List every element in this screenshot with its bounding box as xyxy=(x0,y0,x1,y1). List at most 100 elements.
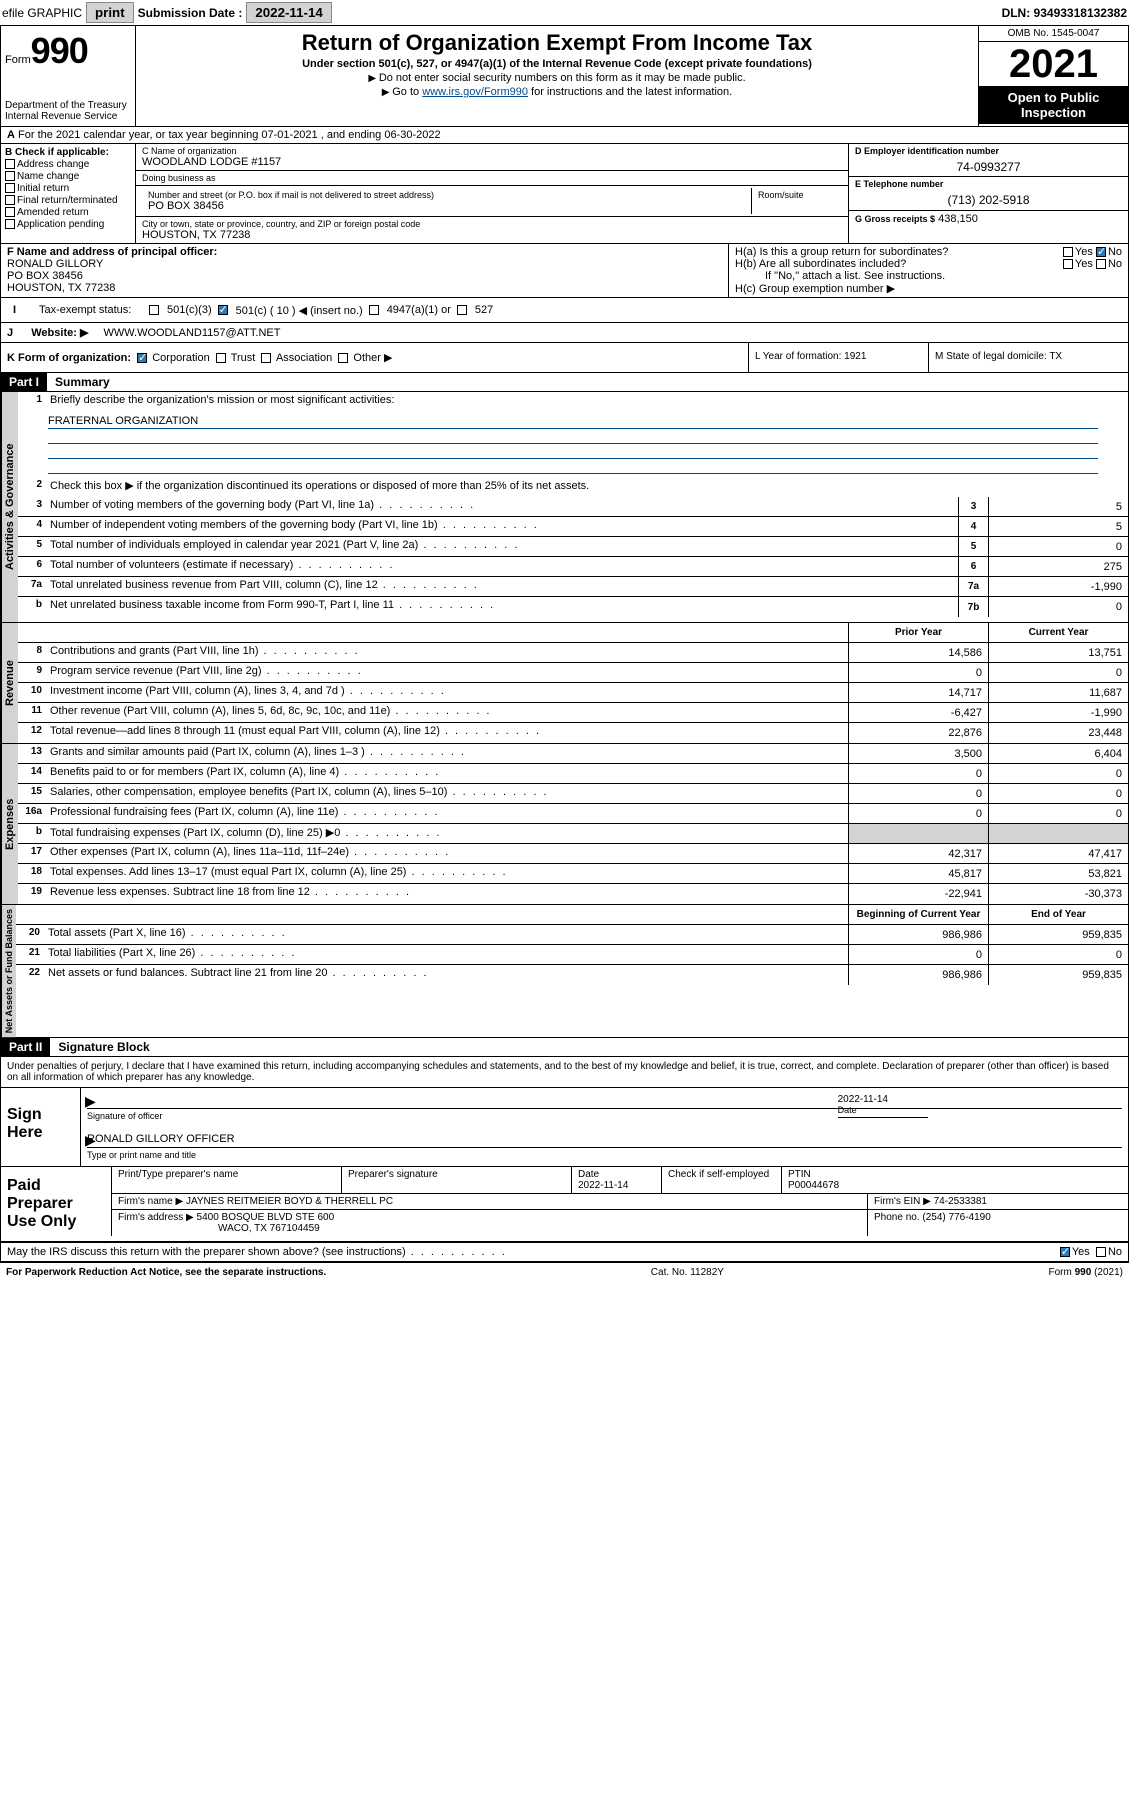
chk-4947[interactable] xyxy=(369,305,379,315)
form-header: Form 990 Department of the Treasury Inte… xyxy=(1,26,1128,127)
line-prior-year: 0 xyxy=(848,663,988,682)
firm-addr1: 5400 BOSQUE BLVD STE 600 xyxy=(197,1212,335,1223)
chk-name-change[interactable] xyxy=(5,171,15,181)
section-fh: F Name and address of principal officer:… xyxy=(1,244,1128,298)
chk-application-pending[interactable] xyxy=(5,219,15,229)
firm-ein: 74-2533381 xyxy=(934,1196,987,1207)
chk-address-change[interactable] xyxy=(5,159,15,169)
line-text: Net assets or fund balances. Subtract li… xyxy=(44,965,848,985)
mission-text: FRATERNAL ORGANIZATION xyxy=(48,415,198,427)
line1-text: Briefly describe the organization's miss… xyxy=(46,392,1128,412)
chk-initial-return[interactable] xyxy=(5,183,15,193)
line-text: Grants and similar amounts paid (Part IX… xyxy=(46,744,848,763)
org-address: PO BOX 38456 xyxy=(148,200,745,212)
state-domicile: M State of legal domicile: TX xyxy=(928,343,1128,372)
form-number: 990 xyxy=(31,30,88,72)
line-text: Professional fundraising fees (Part IX, … xyxy=(46,804,848,823)
row-i-tax-status: I Tax-exempt status: 501(c)(3) 501(c) ( … xyxy=(1,298,1128,323)
city-label: City or town, state or province, country… xyxy=(142,219,842,229)
line-current-year: 959,835 xyxy=(988,925,1128,944)
line-prior-year: 22,876 xyxy=(848,723,988,743)
line-text: Contributions and grants (Part VIII, lin… xyxy=(46,643,848,662)
line-prior-year: 0 xyxy=(848,784,988,803)
chk-ha-no[interactable] xyxy=(1096,247,1106,257)
chk-discuss-no[interactable] xyxy=(1096,1247,1106,1257)
paid-preparer-label: Paid Preparer Use Only xyxy=(1,1167,111,1241)
chk-527[interactable] xyxy=(457,305,467,315)
discuss-row: May the IRS discuss this return with the… xyxy=(1,1243,1128,1262)
chk-corp[interactable] xyxy=(137,353,147,363)
row-a-tax-year: A For the 2021 calendar year, or tax yea… xyxy=(1,127,1128,144)
line-text: Total number of individuals employed in … xyxy=(46,537,958,556)
print-button[interactable]: print xyxy=(86,2,134,23)
line-current-year: 11,687 xyxy=(988,683,1128,702)
prior-year-hdr: Prior Year xyxy=(848,623,988,642)
header-mid: Return of Organization Exempt From Incom… xyxy=(136,26,978,126)
firm-name: JAYNES REITMEIER BOYD & THERRELL PC xyxy=(186,1196,393,1207)
line-prior-year: -6,427 xyxy=(848,703,988,722)
section-bcd: B Check if applicable: Address change Na… xyxy=(1,144,1128,244)
sign-here-block: Sign Here 2022-11-14Date ▶ Signature of … xyxy=(1,1088,1128,1167)
chk-ha-yes[interactable] xyxy=(1063,247,1073,257)
officer-name: RONALD GILLORY xyxy=(7,258,722,270)
eoy-hdr: End of Year xyxy=(988,905,1128,924)
line-text: Revenue less expenses. Subtract line 18 … xyxy=(46,884,848,904)
gross-value: 438,150 xyxy=(938,213,978,225)
chk-other[interactable] xyxy=(338,353,348,363)
line-current-year: 47,417 xyxy=(988,844,1128,863)
chk-hb-no[interactable] xyxy=(1096,259,1106,269)
chk-discuss-yes[interactable] xyxy=(1060,1247,1070,1257)
officer-type-label: Type or print name and title xyxy=(87,1150,1122,1160)
line-value: 5 xyxy=(988,497,1128,516)
line-value: 5 xyxy=(988,517,1128,536)
line-prior-year: -22,941 xyxy=(848,884,988,904)
chk-final-return[interactable] xyxy=(5,195,15,205)
line-box: 7a xyxy=(958,577,988,596)
chk-amended-return[interactable] xyxy=(5,207,15,217)
prep-self-employed: Check if self-employed xyxy=(662,1167,782,1193)
col-b-checkboxes: B Check if applicable: Address change Na… xyxy=(1,144,136,243)
line-value: 275 xyxy=(988,557,1128,576)
line-current-year: -30,373 xyxy=(988,884,1128,904)
line-current-year: -1,990 xyxy=(988,703,1128,722)
top-toolbar: efile GRAPHIC print Submission Date : 20… xyxy=(0,0,1129,25)
irs-label: Internal Revenue Service xyxy=(5,111,131,122)
chk-501c3[interactable] xyxy=(149,305,159,315)
line-current-year: 53,821 xyxy=(988,864,1128,883)
chk-assoc[interactable] xyxy=(261,353,271,363)
mission-block: FRATERNAL ORGANIZATION xyxy=(18,412,1128,477)
org-city: HOUSTON, TX 77238 xyxy=(142,229,842,241)
chk-hb-yes[interactable] xyxy=(1063,259,1073,269)
tab-net-assets: Net Assets or Fund Balances xyxy=(1,905,16,1037)
line-value: -1,990 xyxy=(988,577,1128,596)
gross-label: G Gross receipts $ xyxy=(855,214,935,224)
part2-title: Signature Block xyxy=(50,1038,157,1056)
submission-date-button[interactable]: 2022-11-14 xyxy=(246,2,331,23)
line-prior-year: 0 xyxy=(848,804,988,823)
prep-date: 2022-11-14 xyxy=(578,1180,655,1191)
col-f-officer: F Name and address of principal officer:… xyxy=(1,244,728,297)
line-text: Other expenses (Part IX, column (A), lin… xyxy=(46,844,848,863)
officer-addr1: PO BOX 38456 xyxy=(7,270,722,282)
chk-trust[interactable] xyxy=(216,353,226,363)
line-prior-year: 45,817 xyxy=(848,864,988,883)
bcy-hdr: Beginning of Current Year xyxy=(848,905,988,924)
dln-label: DLN: 93493318132382 xyxy=(1002,6,1127,20)
footer-mid: Cat. No. 11282Y xyxy=(651,1267,724,1278)
submission-label: Submission Date : xyxy=(138,6,243,20)
line-prior-year: 0 xyxy=(848,945,988,964)
ein-label: D Employer identification number xyxy=(855,146,1122,156)
line-current-year: 6,404 xyxy=(988,744,1128,763)
line-box: 7b xyxy=(958,597,988,617)
addr-label: Number and street (or P.O. box if mail i… xyxy=(148,190,745,200)
form-subtitle: Under section 501(c), 527, or 4947(a)(1)… xyxy=(144,58,970,70)
line-box: 6 xyxy=(958,557,988,576)
line-text: Total revenue—add lines 8 through 11 (mu… xyxy=(46,723,848,743)
tab-expenses: Expenses xyxy=(1,744,18,904)
form-title: Return of Organization Exempt From Incom… xyxy=(144,30,970,56)
form-note1: Do not enter social security numbers on … xyxy=(144,72,970,84)
line-text: Total number of volunteers (estimate if … xyxy=(46,557,958,576)
line-text: Investment income (Part VIII, column (A)… xyxy=(46,683,848,702)
chk-501c[interactable] xyxy=(218,305,228,315)
irs-link[interactable]: www.irs.gov/Form990 xyxy=(422,86,528,98)
